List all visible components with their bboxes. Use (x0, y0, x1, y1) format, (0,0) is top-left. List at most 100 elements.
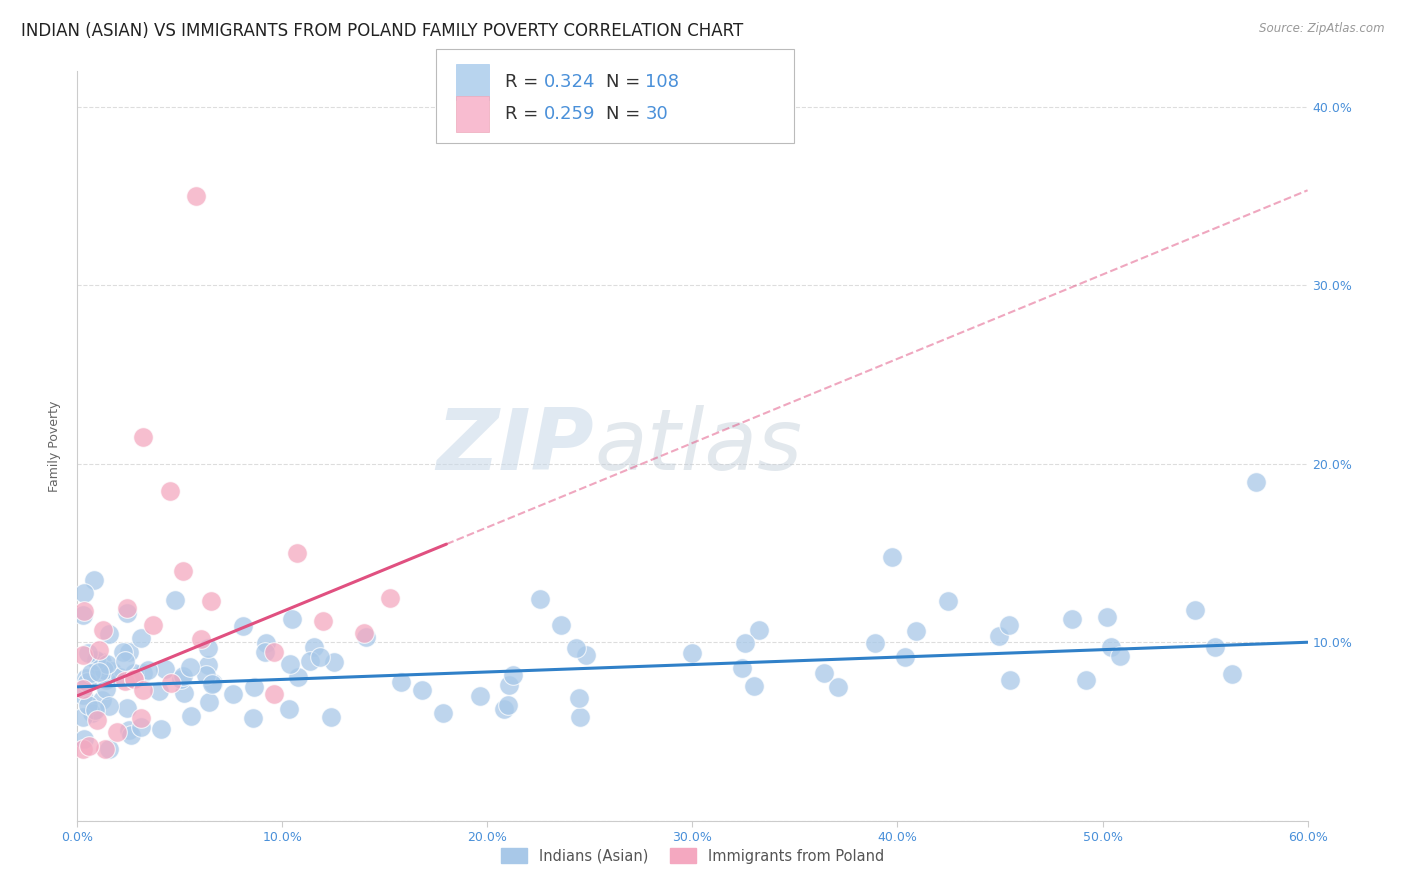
Text: 108: 108 (645, 73, 679, 91)
Point (496, 698, 519, 713)
Point (111, 645, 134, 659)
Point (83, 573, 105, 587)
Text: N =: N = (606, 105, 645, 123)
Point (232, 619, 254, 633)
Point (1246, 475, 1268, 489)
Point (72, 648, 94, 663)
Point (998, 618, 1021, 632)
Point (1184, 603, 1206, 617)
Point (98, 698, 121, 713)
Point (190, 632, 212, 647)
Point (202, 675, 225, 690)
Point (90, 692, 112, 706)
Point (122, 673, 145, 687)
Point (468, 689, 491, 703)
Point (380, 591, 402, 605)
Point (1220, 666, 1243, 681)
Point (93, 663, 115, 677)
Point (1062, 612, 1084, 626)
Point (80, 706, 103, 721)
Point (893, 649, 915, 664)
Point (1095, 610, 1118, 624)
Text: 0.259: 0.259 (544, 105, 596, 123)
Point (96, 681, 118, 696)
Point (827, 680, 849, 694)
Point (142, 618, 165, 632)
Point (72, 682, 94, 697)
Point (136, 663, 159, 677)
Point (96, 657, 118, 671)
Point (322, 656, 344, 670)
Point (86, 713, 108, 727)
Point (502, 668, 524, 682)
Point (1204, 640, 1226, 654)
Point (197, 641, 219, 656)
Point (94, 742, 117, 756)
Point (98, 742, 121, 756)
Point (569, 710, 592, 724)
Text: Source: ZipAtlas.com: Source: ZipAtlas.com (1260, 22, 1385, 36)
Point (73, 586, 96, 600)
Point (863, 636, 886, 650)
Point (115, 600, 138, 615)
Point (179, 660, 201, 674)
Text: 30: 30 (645, 105, 668, 123)
Point (1000, 673, 1022, 687)
Point (149, 722, 172, 736)
Point (114, 673, 136, 688)
Point (222, 687, 245, 701)
Point (148, 684, 170, 698)
Point (432, 706, 454, 721)
Point (87, 659, 110, 673)
Y-axis label: Family Poverty: Family Poverty (48, 401, 62, 491)
Point (91, 623, 114, 637)
Point (1099, 640, 1122, 654)
Point (172, 564, 194, 578)
Point (312, 614, 335, 628)
Point (129, 719, 152, 733)
Point (131, 683, 153, 698)
Point (298, 655, 321, 669)
Point (72, 709, 94, 723)
Point (115, 701, 138, 715)
Point (195, 668, 218, 682)
Point (132, 430, 155, 444)
Point (987, 629, 1010, 643)
Text: R =: R = (505, 105, 544, 123)
Point (132, 666, 155, 681)
Point (159, 483, 181, 498)
Point (120, 728, 142, 742)
Point (77, 646, 100, 660)
Point (304, 640, 326, 654)
Point (84, 653, 107, 667)
Point (197, 658, 219, 673)
Point (186, 189, 208, 203)
Text: ZIP: ZIP (436, 404, 595, 488)
Point (748, 623, 770, 637)
Point (263, 687, 285, 701)
Point (568, 690, 591, 705)
Point (87, 643, 110, 657)
Point (97, 627, 120, 641)
Point (353, 626, 375, 640)
Point (77, 739, 100, 753)
Point (129, 631, 152, 645)
Point (200, 677, 222, 691)
Point (242, 711, 264, 725)
Point (72, 742, 94, 756)
Point (105, 725, 128, 739)
Point (278, 657, 301, 671)
Point (172, 668, 194, 682)
Point (94, 673, 117, 688)
Point (73, 604, 96, 618)
Point (114, 654, 136, 668)
Point (254, 635, 277, 649)
Point (734, 635, 756, 649)
Point (243, 681, 266, 695)
Point (72, 688, 94, 702)
Point (72, 607, 94, 622)
Point (1108, 649, 1130, 664)
Point (280, 612, 302, 626)
Point (90, 656, 112, 670)
Point (170, 672, 193, 686)
